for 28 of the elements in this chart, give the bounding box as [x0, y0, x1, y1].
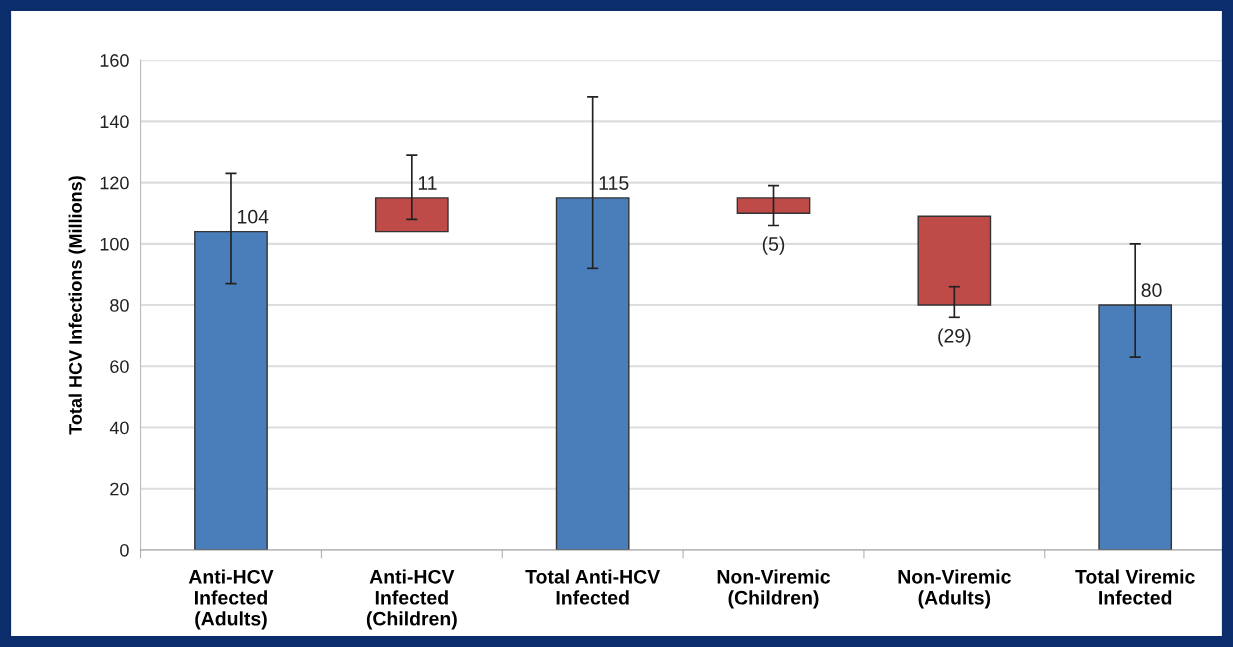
x-tick-label: Non-Viremic (Children) — [717, 569, 831, 609]
bar — [736, 197, 811, 214]
y-tick-label: 120 — [100, 176, 129, 190]
bar — [917, 215, 992, 306]
bar — [555, 197, 630, 550]
x-tick-label: Anti-HCV Infected (Adults) — [188, 569, 274, 630]
data-label: (29) — [938, 328, 971, 347]
data-label: 115 — [599, 176, 629, 190]
data-label: (5) — [762, 236, 785, 255]
bar — [194, 230, 268, 550]
data-label: 80 — [1141, 283, 1162, 298]
y-tick-label: 80 — [110, 298, 129, 312]
y-tick-label: 20 — [110, 482, 129, 496]
x-tick-label: Total Viremic Infected — [1075, 569, 1195, 605]
y-tick-label: 100 — [100, 237, 129, 251]
data-label: 104 — [238, 209, 269, 224]
y-tick-label: 160 — [100, 54, 129, 67]
y-tick-label: 40 — [109, 421, 129, 435]
x-tick-label: Non-Viremic (Adults) — [898, 569, 1011, 609]
bar — [374, 197, 449, 233]
data-label: 11 — [418, 176, 437, 190]
y-tick-label: 140 — [100, 115, 129, 129]
y-axis-title: Total HCV Infections (Millions) — [68, 176, 86, 435]
x-tick-label: Anti-HCV Infected (Children) — [366, 569, 457, 630]
y-tick-label: 60 — [110, 360, 129, 373]
bar — [1098, 304, 1173, 550]
x-tick-label: Total Anti-HCV Infected — [525, 569, 661, 605]
y-tick-label: 0 — [120, 543, 129, 557]
